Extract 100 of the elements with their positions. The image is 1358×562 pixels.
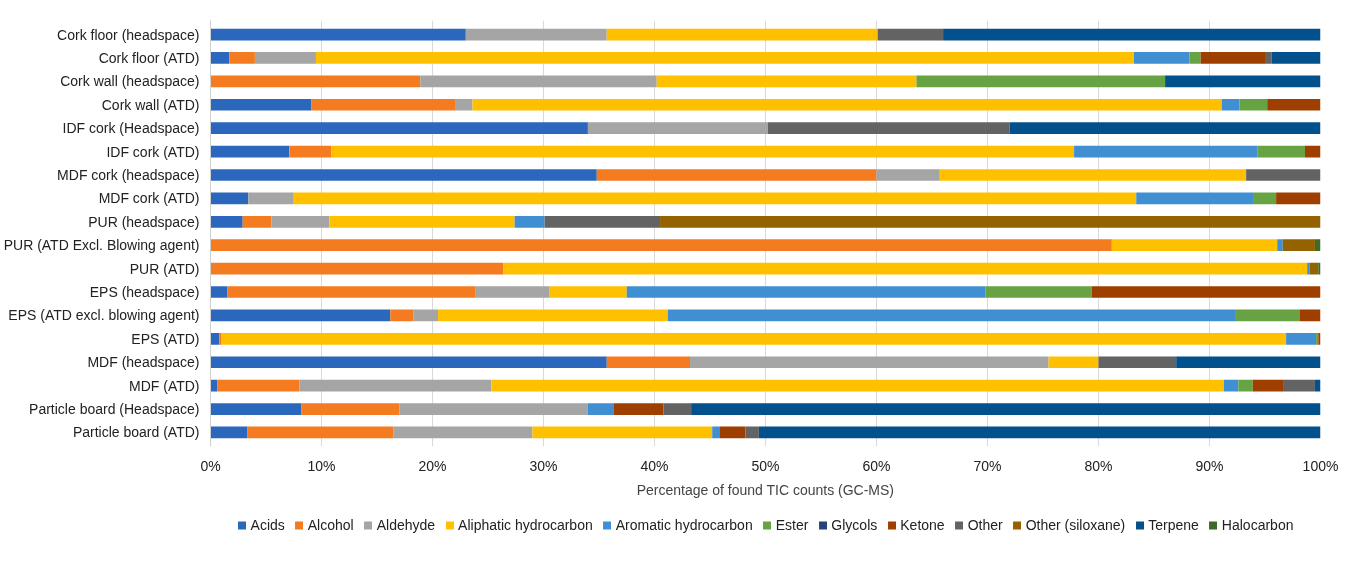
legend-label: Other (siloxane)	[1025, 517, 1126, 533]
bar	[210, 262, 504, 275]
y-tick-label: Cork wall (headspace)	[60, 73, 200, 90]
bar	[1165, 75, 1321, 88]
bar	[1235, 309, 1300, 322]
x-tick-label: 50%	[751, 457, 780, 474]
bar	[390, 309, 414, 322]
legend-label: Other	[967, 517, 1003, 533]
bar	[221, 332, 1287, 345]
bar	[626, 286, 986, 298]
y-tick-label: PUR (ATD Excl. Blowing agent)	[3, 237, 200, 254]
bar	[606, 28, 878, 41]
bar	[667, 309, 1236, 322]
bar	[1282, 239, 1315, 252]
bar	[210, 239, 1112, 252]
bar	[1277, 239, 1283, 252]
bar	[758, 426, 1321, 439]
legend-label: Ketone	[900, 517, 945, 533]
bar	[544, 215, 661, 228]
bar	[1111, 239, 1278, 252]
bar	[315, 52, 1135, 64]
bar	[210, 28, 466, 41]
bar	[210, 309, 391, 322]
bar	[210, 98, 312, 111]
bar	[1271, 52, 1321, 64]
bar	[1136, 192, 1254, 205]
bar	[210, 192, 249, 205]
bar	[1257, 145, 1305, 158]
bar	[1091, 286, 1321, 298]
bar	[1238, 379, 1253, 392]
bar	[1223, 379, 1239, 392]
bar	[229, 52, 255, 64]
bar	[472, 98, 1222, 111]
bar	[217, 379, 300, 392]
bar	[1200, 52, 1265, 64]
bar	[663, 403, 692, 415]
legend-label: Aliphatic hydrocarbon	[458, 517, 593, 533]
bar	[413, 309, 439, 322]
bar	[1189, 52, 1201, 64]
x-tick-label: 60%	[862, 457, 891, 474]
legend-label: Glycols	[831, 517, 878, 533]
bar	[210, 215, 243, 228]
x-tick-label: 0%	[200, 457, 221, 474]
x-tick-label: 70%	[973, 457, 1002, 474]
bar	[210, 332, 220, 345]
bar	[1098, 356, 1177, 369]
bar	[767, 122, 1010, 135]
bar	[1221, 98, 1240, 111]
bar	[299, 379, 492, 392]
y-tick-label: Particle board (Headspace)	[29, 401, 200, 418]
bar	[329, 215, 515, 228]
x-tick-label: 90%	[1195, 457, 1224, 474]
y-tick-label: Cork wall (ATD)	[101, 96, 200, 113]
bar	[248, 192, 294, 205]
bar	[210, 356, 607, 369]
bar	[943, 28, 1321, 41]
bar	[503, 262, 1308, 275]
bar	[1304, 145, 1321, 158]
bar	[1314, 239, 1321, 252]
y-tick-label: MDF (ATD)	[129, 377, 200, 394]
bar	[210, 426, 248, 439]
bar	[271, 215, 330, 228]
bar	[1074, 145, 1258, 158]
bar	[311, 98, 456, 111]
bar	[455, 98, 473, 111]
y-tick-label: PUR (ATD)	[129, 260, 200, 277]
legend-label: Terpene	[1148, 517, 1199, 533]
bar	[1252, 379, 1284, 392]
y-tick-label: IDF cork (ATD)	[106, 143, 200, 160]
y-tick-label: IDF cork (Headspace)	[62, 120, 200, 137]
bar	[606, 356, 691, 369]
bar	[1267, 98, 1321, 111]
legend-label: Acids	[250, 517, 285, 533]
bar	[210, 75, 421, 88]
y-tick-label: MDF (headspace)	[87, 354, 200, 371]
bar	[1283, 379, 1315, 392]
bar	[289, 145, 332, 158]
y-tick-label: PUR (headspace)	[88, 213, 200, 230]
legend-label: Aldehyde	[376, 517, 436, 533]
bar	[247, 426, 394, 439]
bar	[399, 403, 588, 415]
bar	[1176, 356, 1321, 369]
x-tick-label: 30%	[529, 457, 558, 474]
bar	[876, 169, 940, 181]
x-tick-label: 10%	[307, 457, 336, 474]
bar	[331, 145, 1075, 158]
bar	[301, 403, 400, 415]
bar	[660, 215, 1321, 228]
bar	[210, 286, 228, 298]
bar	[1309, 262, 1319, 275]
bar	[210, 169, 597, 181]
bar	[1265, 52, 1272, 64]
x-tick-label: 20%	[418, 457, 447, 474]
bar	[587, 122, 768, 135]
y-tick-label: Particle board (ATD)	[72, 424, 200, 441]
y-tick-label: Cork floor (headspace)	[57, 26, 200, 43]
bar	[719, 426, 746, 439]
x-tick-label: 100%	[1302, 457, 1339, 474]
y-tick-label: MDF cork (headspace)	[57, 166, 200, 183]
bar	[916, 75, 1166, 88]
